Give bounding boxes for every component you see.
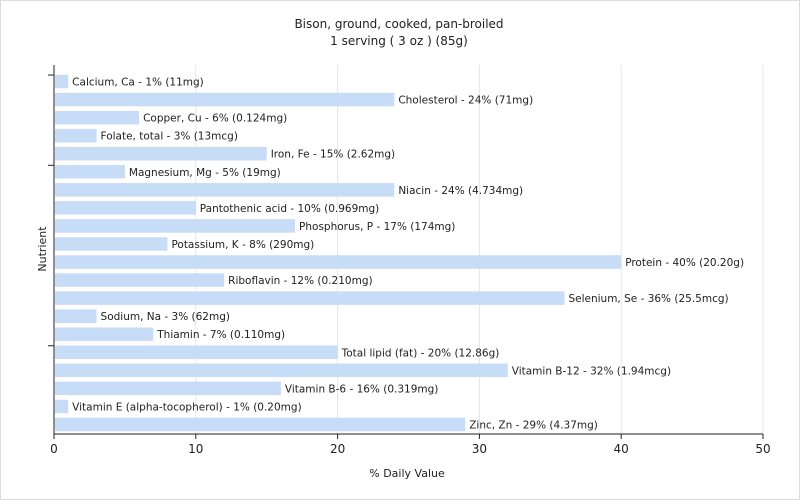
bar-label: Pantothenic acid - 10% (0.969mg) (200, 203, 379, 215)
x-tick-label: 50 (755, 442, 770, 456)
bar-label: Potassium, K - 8% (290mg) (171, 239, 314, 251)
chart-title: Bison, ground, cooked, pan-broiled (294, 17, 503, 31)
bar (55, 92, 395, 107)
bar (55, 309, 97, 323)
bar-label: Magnesium, Mg - 5% (19mg) (129, 167, 281, 179)
bar-label: Copper, Cu - 6% (0.124mg) (143, 113, 287, 125)
bar (55, 219, 296, 233)
bar (55, 165, 125, 179)
bar (55, 381, 281, 396)
bar (55, 255, 622, 269)
bar-label: Selenium, Se - 36% (25.5mcg) (568, 293, 728, 305)
bar-label: Cholesterol - 24% (71mg) (398, 95, 533, 107)
bar-label: Thiamin - 7% (0.110mg) (156, 329, 285, 341)
x-tick-label: 40 (614, 442, 629, 456)
bar-label: Protein - 40% (20.20g) (625, 257, 744, 269)
bar-label: Folate, total - 3% (13mcg) (101, 131, 238, 143)
bar (55, 146, 267, 161)
bar (55, 327, 154, 341)
x-tick-label: 10 (188, 442, 203, 456)
bar (55, 128, 97, 143)
bar (55, 417, 466, 432)
axis-layer (53, 65, 763, 435)
bar-label: Sodium, Na - 3% (62mg) (101, 311, 230, 323)
bar (55, 201, 196, 215)
bar (55, 345, 338, 360)
bar-label: Vitamin E (alpha-tocopherol) - 1% (0.20m… (72, 401, 302, 413)
tick-layer: 0 10 20 30 40 50 (48, 74, 771, 456)
bar (55, 74, 69, 89)
y-axis-label: Nutrient (36, 226, 49, 272)
bar-label: Vitamin B-6 - 16% (0.319mg) (285, 383, 439, 395)
bar-label: Vitamin B-12 - 32% (1.94mcg) (512, 365, 671, 377)
bar-label: Iron, Fe - 15% (2.62mg) (271, 149, 395, 161)
bar-label: Phosphorus, P - 17% (174mg) (299, 221, 455, 233)
label-layer: Calcium, Ca - 1% (11mg) Cholesterol - 24%… (72, 77, 744, 432)
bar (55, 237, 168, 251)
bar-layer (55, 74, 622, 432)
x-tick-label: 0 (50, 442, 58, 456)
x-tick-label: 20 (330, 442, 345, 456)
bar (55, 183, 395, 197)
bar (55, 399, 69, 414)
bar (55, 291, 565, 305)
x-axis-label: % Daily Value (369, 467, 445, 480)
bar-label: Zinc, Zn - 29% (4.37mg) (469, 419, 598, 431)
bar (55, 363, 508, 378)
chart-subtitle: 1 serving ( 3 oz ) (85g) (330, 34, 468, 48)
bar-label: Riboflavin - 12% (0.210mg) (228, 275, 372, 287)
bar (55, 273, 225, 287)
bar-label: Niacin - 24% (4.734mg) (398, 185, 523, 197)
bar-label: Calcium, Ca - 1% (11mg) (72, 77, 204, 89)
bar-label: Total lipid (fat) - 20% (12.86g) (341, 347, 500, 359)
x-tick-label: 30 (472, 442, 487, 456)
bar (55, 110, 140, 125)
